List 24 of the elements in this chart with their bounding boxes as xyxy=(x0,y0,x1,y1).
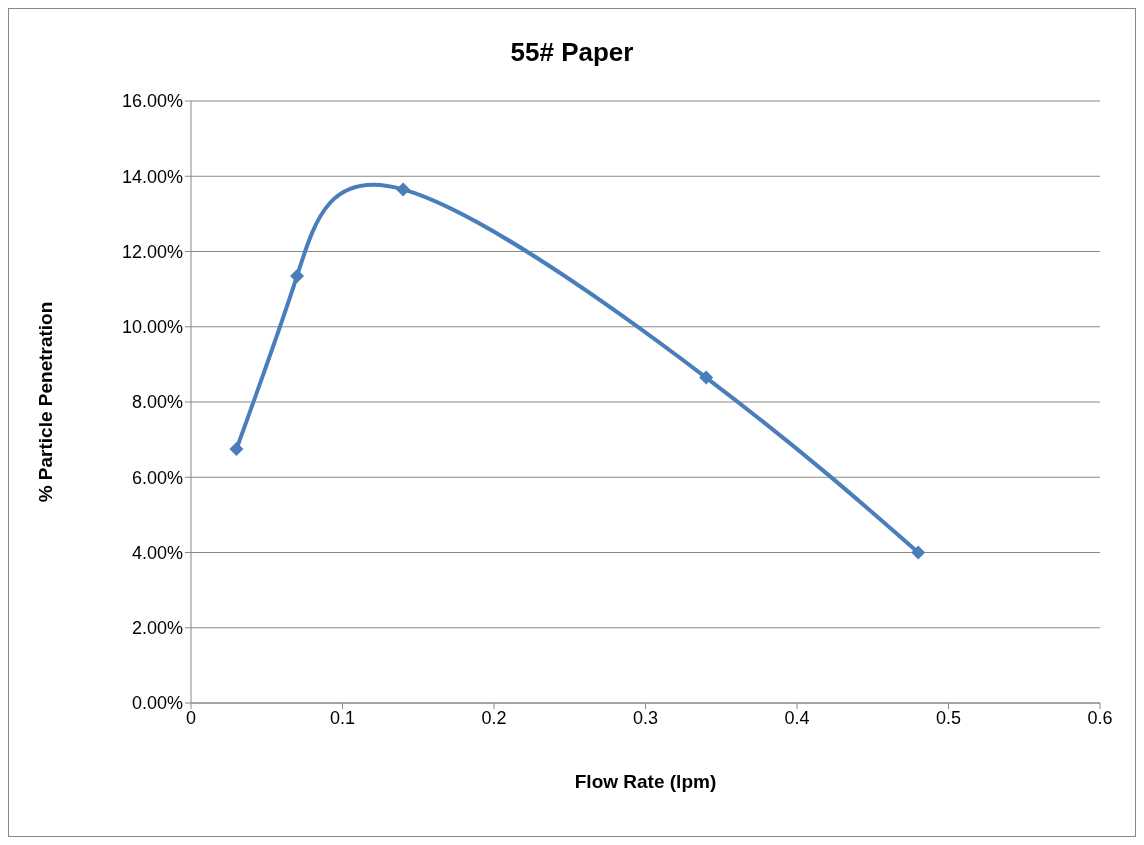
y-tick-label: 12.00% xyxy=(121,241,183,262)
x-tick-label: 0.4 xyxy=(784,707,810,728)
point xyxy=(290,268,305,283)
y-tick-label: 2.00% xyxy=(131,618,183,639)
x-tick-label: 0.6 xyxy=(1087,707,1113,728)
x-tick-label: 0.3 xyxy=(632,707,659,728)
y-tick-label: 4.00% xyxy=(131,542,183,563)
y-tick-label: 8.00% xyxy=(131,392,183,413)
x-tick-label: 0 xyxy=(185,707,197,728)
y-tick-label: 0.00% xyxy=(131,693,183,714)
x-tick-label: 0.1 xyxy=(329,707,356,728)
x-axis-title: Flow Rate (lpm) xyxy=(574,771,717,793)
point xyxy=(699,370,714,385)
x-tick-label: 0.5 xyxy=(935,707,962,728)
point xyxy=(911,545,926,560)
y-tick-label: 16.00% xyxy=(121,91,183,112)
x-tick-label: 0.2 xyxy=(481,707,507,728)
y-tick-label: 10.00% xyxy=(121,317,183,338)
point xyxy=(229,442,244,457)
point xyxy=(396,182,411,197)
y-tick-label: 14.00% xyxy=(121,166,183,187)
y-axis-title: % Particle Penetration xyxy=(34,301,56,503)
chart-title: 55# Paper xyxy=(509,37,635,68)
y-tick-label: 6.00% xyxy=(131,467,183,488)
